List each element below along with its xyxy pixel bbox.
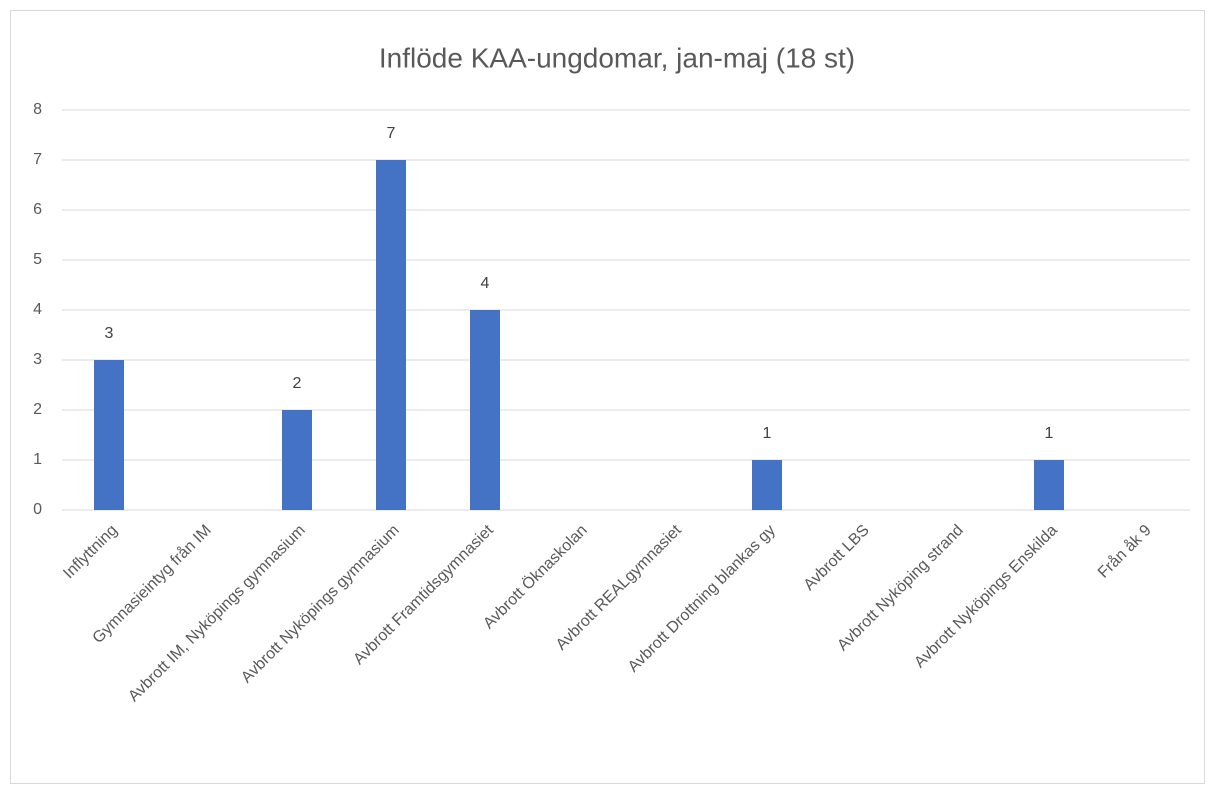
bar [470, 310, 500, 510]
data-label: 7 [387, 125, 396, 142]
chart-frame [10, 10, 1205, 784]
y-tick-label: 5 [33, 251, 42, 268]
bar [1034, 460, 1064, 510]
y-tick-label: 7 [33, 151, 42, 168]
data-label: 4 [481, 275, 490, 292]
y-tick-label: 0 [33, 501, 42, 518]
chart-title: Inflöde KAA-ungdomar, jan-maj (18 st) [379, 42, 855, 73]
y-tick-label: 4 [33, 301, 42, 318]
y-tick-label: 8 [33, 101, 42, 118]
bar [282, 410, 312, 510]
bar [376, 160, 406, 510]
data-label: 3 [105, 325, 114, 342]
y-tick-label: 3 [33, 351, 42, 368]
data-label: 1 [1045, 425, 1054, 442]
y-tick-label: 2 [33, 401, 42, 418]
bar [94, 360, 124, 510]
data-label: 2 [293, 375, 302, 392]
y-tick-label: 1 [33, 451, 42, 468]
y-tick-label: 6 [33, 201, 42, 218]
bar [752, 460, 782, 510]
data-label: 1 [763, 425, 772, 442]
